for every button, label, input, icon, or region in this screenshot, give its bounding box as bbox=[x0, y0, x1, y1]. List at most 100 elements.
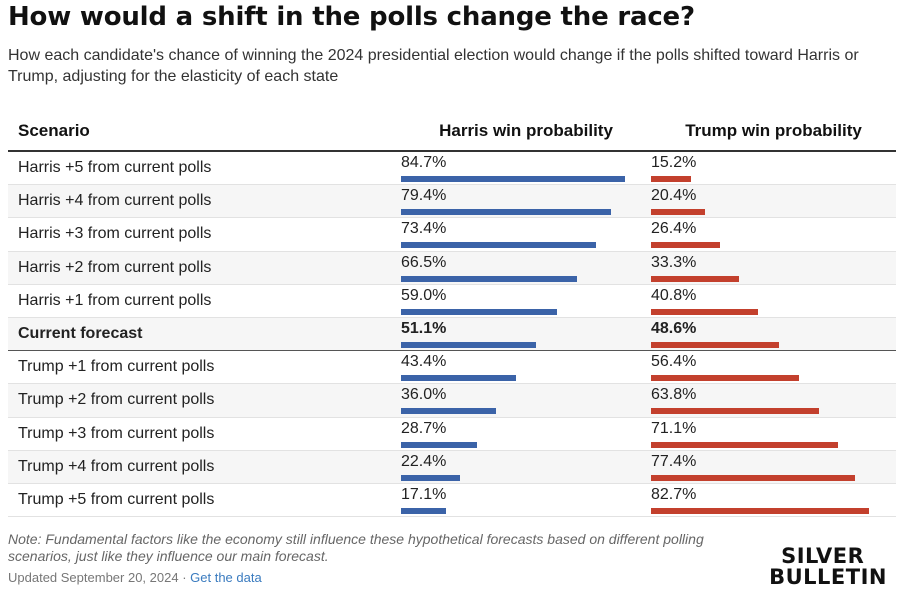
scenario-cell: Trump +2 from current polls bbox=[8, 383, 401, 418]
column-header-scenario: Scenario bbox=[8, 112, 401, 152]
updated-date: Updated September 20, 2024 bbox=[8, 570, 179, 585]
harris-cell: 17.1% bbox=[401, 483, 651, 518]
updated-line: Updated September 20, 2024 · Get the dat… bbox=[8, 570, 262, 585]
table-body: Harris +5 from current polls 84.7% 15.2% Ha… bbox=[8, 151, 896, 518]
trump-cell: 33.3% bbox=[651, 251, 896, 285]
trump-value-label: 48.6% bbox=[651, 319, 697, 337]
column-header-trump: Trump win probability bbox=[651, 112, 896, 152]
scenario-label: Harris +4 from current polls bbox=[18, 192, 212, 210]
trump-bar bbox=[651, 408, 819, 415]
trump-bar bbox=[651, 375, 800, 382]
trump-cell: 48.6% bbox=[651, 316, 896, 352]
trump-cell: 77.4% bbox=[651, 450, 896, 484]
harris-cell: 36.0% bbox=[401, 383, 651, 418]
scenario-cell: Current forecast bbox=[8, 316, 401, 352]
trump-bar bbox=[651, 242, 721, 249]
column-header-harris: Harris win probability bbox=[401, 112, 651, 152]
scenario-label: Trump +1 from current polls bbox=[18, 358, 215, 376]
scenario-label: Trump +3 from current polls bbox=[18, 424, 215, 442]
harris-bar bbox=[401, 507, 447, 514]
harris-cell: 22.4% bbox=[401, 450, 651, 484]
harris-bar bbox=[401, 441, 478, 448]
scenario-cell: Harris +5 from current polls bbox=[8, 151, 401, 186]
trump-cell: 15.2% bbox=[651, 151, 896, 186]
harris-value-label: 84.7% bbox=[401, 154, 447, 171]
trump-bar bbox=[651, 209, 705, 216]
probability-table: Scenario Harris win probability Trump wi… bbox=[8, 112, 896, 518]
table-row: Harris +3 from current polls 73.4% 26.4% bbox=[8, 217, 896, 252]
harris-cell: 84.7% bbox=[401, 151, 651, 186]
harris-cell: 79.4% bbox=[401, 184, 651, 219]
trump-bar bbox=[651, 341, 779, 348]
trump-value-label: 82.7% bbox=[651, 485, 697, 503]
scenario-cell: Harris +4 from current polls bbox=[8, 184, 401, 219]
trump-value-label: 20.4% bbox=[651, 187, 697, 205]
trump-value-label: 77.4% bbox=[651, 452, 697, 470]
harris-cell: 28.7% bbox=[401, 417, 651, 451]
trump-cell: 71.1% bbox=[651, 417, 896, 451]
scenario-cell: Harris +1 from current polls bbox=[8, 284, 401, 318]
harris-value-label: 51.1% bbox=[401, 319, 447, 337]
trump-bar bbox=[651, 176, 691, 182]
harris-value-label: 43.4% bbox=[401, 353, 447, 371]
trump-value-label: 26.4% bbox=[651, 220, 697, 238]
trump-value-label: 15.2% bbox=[651, 154, 697, 171]
harris-value-label: 59.0% bbox=[401, 286, 447, 304]
harris-bar bbox=[401, 242, 596, 249]
table-row: Trump +4 from current polls 22.4% 77.4% bbox=[8, 450, 896, 484]
scenario-label: Harris +5 from current polls bbox=[18, 159, 212, 176]
harris-cell: 43.4% bbox=[401, 350, 651, 385]
harris-bar bbox=[401, 408, 497, 415]
harris-bar bbox=[401, 375, 516, 382]
harris-bar bbox=[401, 341, 537, 348]
scenario-cell: Trump +4 from current polls bbox=[8, 450, 401, 484]
get-the-data-link[interactable]: Get the data bbox=[190, 570, 262, 585]
trump-value-label: 56.4% bbox=[651, 353, 697, 371]
scenario-label: Trump +2 from current polls bbox=[18, 391, 215, 409]
harris-cell: 66.5% bbox=[401, 251, 651, 285]
trump-cell: 26.4% bbox=[651, 217, 896, 252]
harris-value-label: 17.1% bbox=[401, 485, 447, 503]
scenario-label: Harris +3 from current polls bbox=[18, 225, 212, 243]
silver-bulletin-logo: SILVER BULLETIN bbox=[769, 546, 887, 588]
harris-cell: 73.4% bbox=[401, 217, 651, 252]
harris-bar bbox=[401, 474, 461, 481]
chart-subtitle: How each candidate's chance of winning t… bbox=[8, 47, 859, 85]
scenario-cell: Trump +1 from current polls bbox=[8, 350, 401, 385]
trump-bar bbox=[651, 308, 759, 315]
table-header-row: Scenario Harris win probability Trump wi… bbox=[8, 112, 896, 152]
table-row: Harris +2 from current polls 66.5% 33.3% bbox=[8, 251, 896, 285]
harris-value-label: 79.4% bbox=[401, 187, 447, 205]
scenario-label: Current forecast bbox=[18, 324, 143, 342]
table-row: Harris +4 from current polls 79.4% 20.4% bbox=[8, 184, 896, 219]
trump-cell: 56.4% bbox=[651, 350, 896, 385]
table-row: Trump +3 from current polls 28.7% 71.1% bbox=[8, 417, 896, 451]
harris-value-label: 22.4% bbox=[401, 452, 447, 470]
trump-cell: 82.7% bbox=[651, 483, 896, 518]
footnote: Note: Fundamental factors like the econo… bbox=[8, 531, 704, 564]
trump-cell: 63.8% bbox=[651, 383, 896, 418]
separator: · bbox=[178, 570, 191, 585]
scenario-cell: Trump +3 from current polls bbox=[8, 417, 401, 451]
trump-bar bbox=[651, 275, 739, 282]
trump-bar bbox=[651, 507, 869, 514]
scenario-label: Trump +4 from current polls bbox=[18, 457, 215, 475]
logo-line-2: BULLETIN bbox=[769, 565, 887, 589]
table-row: Trump +5 from current polls 17.1% 82.7% bbox=[8, 483, 896, 518]
harris-bar bbox=[401, 176, 626, 182]
trump-bar bbox=[651, 474, 855, 481]
harris-cell: 59.0% bbox=[401, 284, 651, 318]
chart-title: How would a shift in the polls change th… bbox=[8, 2, 695, 32]
scenario-cell: Harris +3 from current polls bbox=[8, 217, 401, 252]
harris-value-label: 66.5% bbox=[401, 253, 447, 271]
table-row-current: Current forecast 51.1% 48.6% bbox=[8, 316, 896, 352]
trump-value-label: 71.1% bbox=[651, 419, 697, 437]
harris-bar bbox=[401, 209, 612, 216]
scenario-cell: Harris +2 from current polls bbox=[8, 251, 401, 285]
harris-value-label: 73.4% bbox=[401, 220, 447, 238]
harris-value-label: 28.7% bbox=[401, 419, 447, 437]
trump-cell: 40.8% bbox=[651, 284, 896, 318]
table-row: Trump +2 from current polls 36.0% 63.8% bbox=[8, 383, 896, 418]
scenario-label: Harris +1 from current polls bbox=[18, 291, 212, 309]
table-row: Harris +1 from current polls 59.0% 40.8% bbox=[8, 284, 896, 318]
